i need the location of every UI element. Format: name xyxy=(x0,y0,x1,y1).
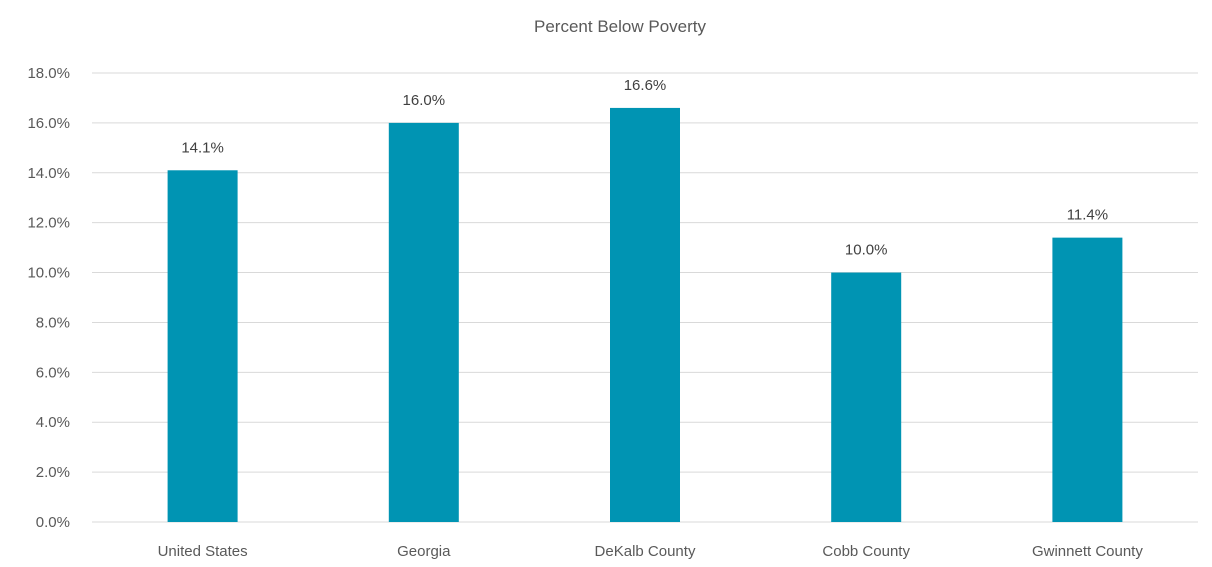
data-labels: 14.1% 16.0% 16.6% 10.0% 11.4% xyxy=(181,77,1108,259)
y-tick-label: 18.0% xyxy=(27,65,70,82)
y-tick-label: 6.0% xyxy=(36,364,70,381)
data-label: 10.0% xyxy=(845,242,888,259)
x-category-label: Gwinnett County xyxy=(1032,543,1143,560)
bar xyxy=(388,122,459,522)
bar xyxy=(1052,237,1123,522)
y-tick-label: 0.0% xyxy=(36,514,70,531)
y-tick-label: 4.0% xyxy=(36,414,70,431)
x-category-label: United States xyxy=(158,543,248,560)
y-tick-label: 8.0% xyxy=(36,314,70,331)
y-tick-label: 16.0% xyxy=(27,115,70,132)
bar xyxy=(610,107,680,522)
y-axis-tick-labels: 0.0% 2.0% 4.0% 6.0% 8.0% 10.0% 12.0% 14.0% 16.0%… xyxy=(27,65,70,531)
chart-title: Percent Below Poverty xyxy=(534,17,706,36)
y-tick-label: 2.0% xyxy=(36,464,70,481)
x-category-label: Cobb County xyxy=(822,543,910,560)
data-label: 16.0% xyxy=(403,92,446,109)
bars xyxy=(167,107,1123,523)
y-tick-label: 14.0% xyxy=(27,165,70,182)
x-category-label: DeKalb County xyxy=(595,543,696,560)
data-label: 16.6% xyxy=(624,77,667,94)
bar xyxy=(831,272,902,522)
data-label: 11.4% xyxy=(1067,207,1108,224)
bar xyxy=(167,170,238,523)
y-tick-label: 12.0% xyxy=(27,215,70,232)
data-label: 14.1% xyxy=(181,139,224,156)
x-category-label: Georgia xyxy=(397,543,451,560)
x-axis-category-labels: United States Georgia DeKalb County Cobb Co… xyxy=(158,543,1144,560)
y-tick-label: 10.0% xyxy=(27,265,70,282)
